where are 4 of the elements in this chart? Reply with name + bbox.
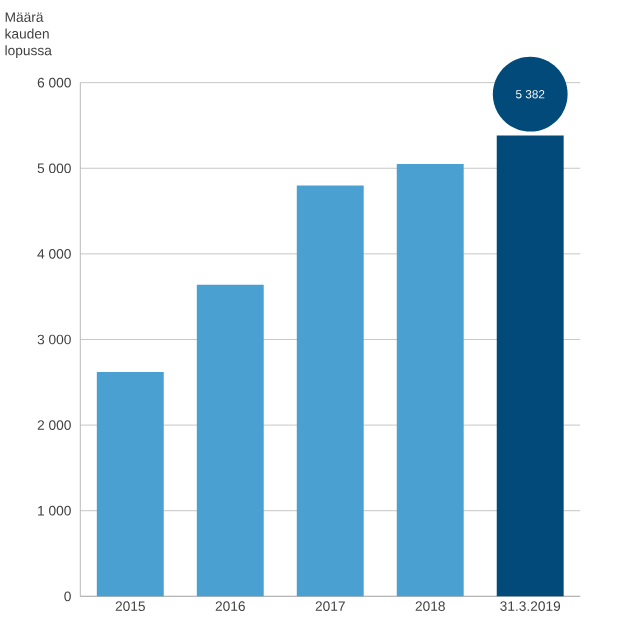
bar — [396, 164, 464, 597]
bar — [296, 185, 364, 597]
bar — [96, 372, 164, 597]
bar — [196, 284, 264, 597]
